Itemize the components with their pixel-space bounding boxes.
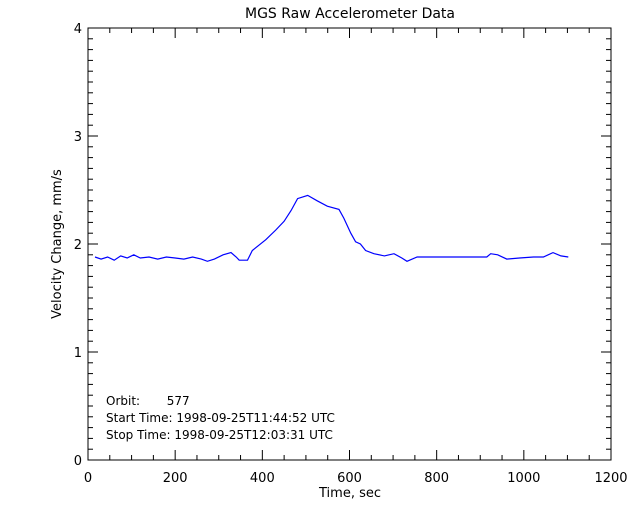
x-tick-label: 800 [424,471,449,486]
x-tick-labels: 0 200 400 600 800 1000 1200 [84,471,628,486]
x-tick-label: 1000 [507,471,540,486]
x-tick-label: 0 [84,471,92,486]
y-tick-label: 1 [74,346,82,361]
chart-title: MGS Raw Accelerometer Data [245,6,455,22]
x-tick-label: 200 [163,471,188,486]
y-tick-label: 2 [74,238,82,253]
y-tick-label: 0 [74,454,82,469]
annotation-orbit: Orbit: 577 [106,394,190,408]
axis-ticks [87,27,612,461]
x-tick-label: 1200 [594,471,627,486]
x-axis-label: Time, sec [318,486,381,501]
y-tick-label: 3 [74,130,82,145]
y-tick-label: 4 [74,22,82,37]
annotation-stop-time: Stop Time: 1998-09-25T12:03:31 UTC [106,428,333,442]
x-tick-label: 400 [250,471,275,486]
y-tick-labels: 0 1 2 3 4 [74,22,82,469]
annotation-start-time: Start Time: 1998-09-25T11:44:52 UTC [106,411,335,425]
y-axis-label: Velocity Change, mm/s [50,169,65,319]
series-line [94,194,569,262]
x-tick-label: 600 [337,471,362,486]
